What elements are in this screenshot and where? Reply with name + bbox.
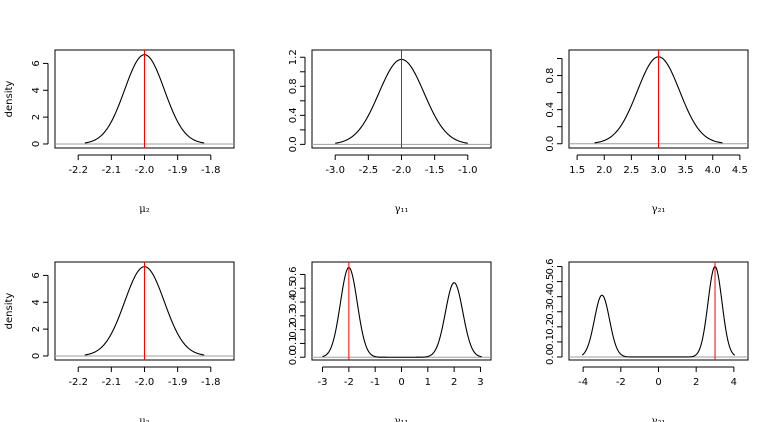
y-tick-label: 0.1	[545, 334, 556, 350]
x-tick-label: -3.0	[325, 165, 345, 176]
x-tick-label: 4.5	[732, 165, 748, 176]
x-tick-label: -2.2	[68, 377, 88, 388]
y-tick-label: 0.2	[288, 322, 299, 338]
x-tick-label: -2.5	[359, 165, 379, 176]
y-tick-label: 4	[31, 299, 42, 305]
y-tick-label: 6	[31, 272, 42, 278]
x-axis-label: γ₂₁	[652, 204, 666, 215]
x-tick-label: -2	[344, 377, 354, 388]
x-tick-label: 4.0	[705, 165, 721, 176]
y-tick-label: 0.5	[545, 274, 556, 290]
y-tick-label: 0	[31, 141, 42, 147]
plot-frame	[311, 261, 492, 361]
y-tick-label: 0.6	[545, 259, 556, 275]
y-tick-label: 0.5	[288, 280, 299, 296]
x-tick-label: -1.9	[168, 377, 188, 388]
x-tick-label: -1.8	[201, 165, 221, 176]
y-tick-label: 0.0	[545, 136, 556, 152]
x-tick-label: -1.5	[425, 165, 445, 176]
x-tick-label: -2.2	[68, 165, 88, 176]
panel-top-middle: -3.0 -2.5 -2.0 -1.5 -1.0 0.0 0.4 0.8 1.2 γ₁₁	[288, 49, 492, 215]
y-tick-label: 1.2	[288, 49, 299, 65]
y-tick-label: 0	[31, 353, 42, 359]
x-tick-label: 4	[731, 377, 737, 388]
x-tick-label: -4	[578, 377, 588, 388]
x-tick-label: -2.0	[135, 165, 155, 176]
x-tick-label: 2	[451, 377, 457, 388]
y-tick-label: 6	[31, 60, 42, 66]
x-tick-label: 1	[425, 377, 431, 388]
y-tick-label: 0.8	[288, 78, 299, 94]
panel-top-left: -2.2 -2.1 -2.0 -1.9 -1.8 0 2 4 6 μ₂ density	[4, 49, 235, 215]
x-tick-label: 0	[655, 377, 661, 388]
panel-bottom-right: -4 -2 0 2 4 0.00.10.20.30.40.50.6 γ₂₁	[545, 259, 749, 422]
x-tick-label: -1.0	[458, 165, 478, 176]
x-axis-label: γ₂₁	[652, 416, 666, 422]
density-curve	[322, 266, 482, 358]
y-tick-label: 0.4	[288, 107, 299, 123]
x-tick-label: -2.0	[135, 377, 155, 388]
y-tick-label: 0.4	[288, 294, 299, 310]
y-tick-label: 0.6	[288, 266, 299, 282]
y-tick-label: 0.2	[545, 319, 556, 335]
x-tick-label: -3	[318, 377, 328, 388]
x-tick-label: -1	[370, 377, 380, 388]
x-tick-label: -2	[616, 377, 626, 388]
x-tick-label: 3.0	[651, 165, 667, 176]
x-axis-label: μ₂	[139, 416, 150, 422]
y-tick-label: 0.0	[288, 136, 299, 152]
y-axis-label: density	[4, 81, 15, 118]
panel-bottom-middle: -3 -2 -1 0 1 2 3 0.00.10.20.30.40.50.6 γ₁₁	[288, 261, 492, 422]
y-tick-label: 0.8	[545, 68, 556, 84]
x-tick-label: 2.5	[623, 165, 639, 176]
x-tick-label: 1.5	[569, 165, 585, 176]
y-tick-label: 0.4	[545, 102, 556, 118]
x-tick-label: 2.0	[596, 165, 612, 176]
x-tick-label: -2.0	[392, 165, 412, 176]
x-tick-label: -2.1	[102, 165, 122, 176]
y-tick-label: 4	[31, 87, 42, 93]
x-tick-label: 0	[398, 377, 404, 388]
y-tick-label: 0.0	[545, 349, 556, 365]
density-curve	[581, 265, 736, 358]
x-axis-label: γ₁₁	[395, 416, 409, 422]
y-tick-label: 2	[31, 114, 42, 120]
x-axis-label: μ₂	[139, 204, 150, 215]
x-tick-label: 3.5	[678, 165, 694, 176]
x-tick-label: 2	[693, 377, 699, 388]
panel-bottom-left: -2.2 -2.1 -2.0 -1.9 -1.8 0 2 4 6 μ₂ density	[4, 261, 235, 422]
x-axis-label: γ₁₁	[395, 204, 409, 215]
x-tick-label: -1.9	[168, 165, 188, 176]
y-tick-label: 0.3	[288, 308, 299, 324]
x-tick-label: -1.8	[201, 377, 221, 388]
y-axis-label: density	[4, 293, 15, 330]
x-tick-label: 3	[477, 377, 483, 388]
panel-top-right: 1.5 2.0 2.5 3.0 3.5 4.0 4.5 0.0 0.4 0.8 γ₂₁	[545, 49, 749, 215]
y-tick-label: 0.1	[288, 335, 299, 351]
y-tick-label: 0.4	[545, 289, 556, 305]
y-tick-label: 0.0	[288, 349, 299, 365]
y-tick-label: 2	[31, 326, 42, 332]
y-tick-label: 0.3	[545, 304, 556, 320]
x-tick-label: -2.1	[102, 377, 122, 388]
plot-frame	[568, 261, 749, 361]
